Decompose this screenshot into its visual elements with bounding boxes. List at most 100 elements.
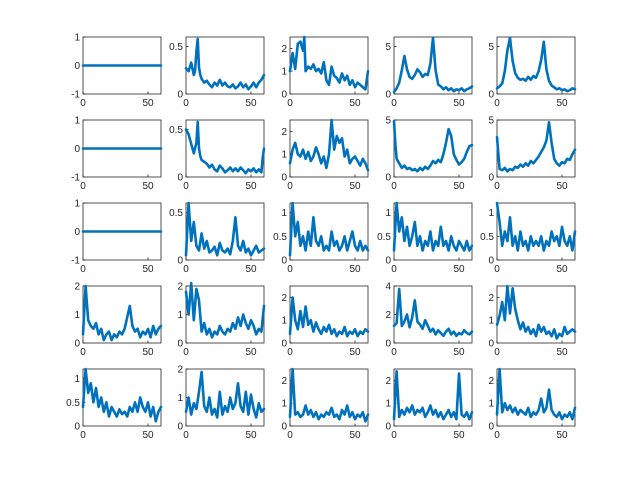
x-tick-label: 0 [391, 98, 397, 109]
x-tick-label: 0 [183, 264, 189, 275]
x-tick-label: 50 [142, 430, 154, 441]
y-tick-label: 5 [385, 42, 391, 53]
x-tick-label: 50 [245, 347, 257, 358]
x-tick-label: 50 [142, 264, 154, 275]
subplot-r3-c2: 0 1 2 0 50 [281, 285, 370, 358]
x-tick-label: 0 [183, 347, 189, 358]
x-tick-label: 50 [142, 98, 154, 109]
series-line [495, 201, 577, 252]
y-tick-label: 0 [177, 173, 183, 184]
y-tick-label: 0 [74, 144, 80, 155]
x-tick-label: 0 [287, 430, 293, 441]
y-tick-label: -1 [71, 256, 80, 267]
series-line [288, 118, 370, 172]
series-line [495, 121, 577, 173]
x-tick-label: 0 [391, 430, 397, 441]
y-tick-label: 1 [488, 208, 494, 219]
subplot-r2-c1: 0 0.5 0 50 [169, 201, 266, 275]
subplot-r2-c2: 0 0.5 1 0 50 [273, 201, 370, 275]
x-tick-label: 0 [391, 181, 397, 192]
x-tick-label: 50 [556, 430, 568, 441]
y-tick-label: 0 [488, 173, 494, 184]
x-tick-label: 50 [142, 347, 154, 358]
x-tick-label: 50 [245, 98, 257, 109]
subplot-r3-c0: 0 1 2 0 50 [74, 282, 163, 358]
x-tick-label: 0 [183, 98, 189, 109]
y-tick-label: 0 [281, 339, 287, 350]
x-tick-label: 0 [80, 264, 86, 275]
series-line [288, 367, 370, 423]
x-tick-label: 50 [453, 181, 465, 192]
y-tick-label: 1 [281, 208, 287, 219]
x-tick-label: 0 [80, 98, 86, 109]
series-line [392, 201, 474, 252]
y-tick-label: 0 [74, 61, 80, 72]
subplot-r0-c1: 0 0.5 0 50 [169, 36, 266, 109]
y-tick-label: 2 [281, 376, 287, 387]
y-tick-label: 2 [177, 365, 183, 376]
x-tick-label: 0 [494, 430, 500, 441]
y-tick-label: 0.5 [480, 232, 494, 243]
x-tick-label: 50 [349, 430, 361, 441]
y-tick-label: 2 [488, 293, 494, 304]
series-line [184, 120, 266, 175]
axes-box [289, 285, 369, 344]
subplot-r0-c3: 050 50 [385, 36, 474, 109]
y-tick-label: 2 [74, 282, 80, 293]
x-tick-label: 0 [287, 264, 293, 275]
subplot-r4-c0: 0 0.5 1 0 50 [66, 367, 163, 441]
x-tick-label: 50 [349, 98, 361, 109]
y-tick-label: 1 [281, 316, 287, 327]
subplot-r2-c3: 0 0.5 1 0 50 [377, 201, 474, 275]
x-tick-label: 50 [245, 181, 257, 192]
series-line [392, 36, 474, 94]
y-tick-label: 2 [281, 44, 287, 55]
series-line [81, 284, 163, 342]
series-line [392, 119, 474, 173]
series-line [288, 35, 370, 91]
subplot-r2-c4: 0 0.5 1 0 50 [480, 201, 577, 275]
y-tick-label: 2 [385, 376, 391, 387]
subplot-r3-c1: 0 1 2 0 50 [177, 282, 266, 358]
y-tick-label: 2 [488, 376, 494, 387]
series-line [184, 201, 266, 257]
x-tick-label: 0 [391, 264, 397, 275]
subplot-r0-c4: 050 50 [488, 36, 577, 109]
series-line [81, 367, 163, 423]
series-line [495, 36, 577, 93]
y-tick-label: 0 [177, 422, 183, 433]
y-tick-label: 1 [488, 316, 494, 327]
y-tick-label: 1 [74, 374, 80, 385]
x-tick-label: 50 [142, 181, 154, 192]
subplot-r3-c3: 0 2 4 0 50 [385, 282, 474, 358]
x-tick-label: 0 [183, 430, 189, 441]
y-tick-label: 0 [281, 90, 287, 101]
x-tick-label: 50 [453, 98, 465, 109]
y-tick-label: 0.5 [169, 42, 183, 53]
series-line [288, 296, 370, 338]
y-tick-label: 1 [281, 150, 287, 161]
y-tick-label: 0 [177, 339, 183, 350]
x-tick-label: 50 [453, 264, 465, 275]
y-tick-label: 1 [281, 399, 287, 410]
y-tick-label: -1 [71, 90, 80, 101]
x-tick-label: 0 [183, 181, 189, 192]
subplot-r1-c2: 0 1 2 0 50 [281, 118, 370, 192]
y-tick-label: 1 [177, 310, 183, 321]
series-line [288, 201, 370, 257]
x-tick-label: 0 [287, 181, 293, 192]
y-tick-label: 0 [488, 422, 494, 433]
y-tick-label: 0 [385, 339, 391, 350]
x-tick-label: 50 [556, 181, 568, 192]
y-tick-label: 2 [177, 282, 183, 293]
y-tick-label: 0 [385, 256, 391, 267]
x-tick-label: 50 [245, 264, 257, 275]
subplot-r1-c1: 0 0.5 0 50 [169, 119, 266, 192]
x-tick-label: 0 [80, 430, 86, 441]
y-tick-label: 1 [385, 208, 391, 219]
x-tick-label: 50 [349, 347, 361, 358]
y-tick-label: 0 [281, 422, 287, 433]
